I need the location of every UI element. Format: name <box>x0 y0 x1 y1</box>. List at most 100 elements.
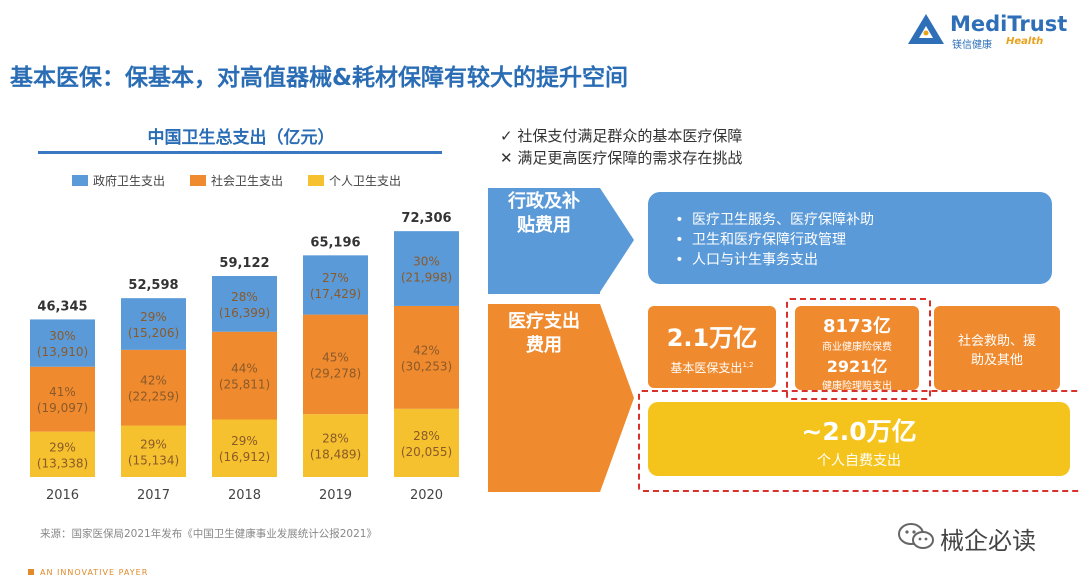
cross-line-text: 满足更高医疗保障的需求存在挑战 <box>517 149 743 167</box>
category-medical-label: 医疗支出费用 <box>508 311 580 356</box>
legend-item-government: 政府卫生支出 <box>72 172 165 189</box>
legend-label-personal: 个人卫生支出 <box>329 174 402 188</box>
pct-label: 29% <box>140 310 167 324</box>
admin-expense-list: 医疗卫生服务、医疗保障补助 卫生和医疗保障行政管理 人口与计生事务支出 <box>648 192 1052 270</box>
value-label: (17,429) <box>310 287 361 301</box>
commercial-highlight-border <box>786 298 931 400</box>
pct-label: 44% <box>231 362 258 376</box>
bar-segment <box>121 425 186 477</box>
bar-segment <box>394 408 459 477</box>
basic-insurance-label: 基本医保支出 <box>670 361 743 375</box>
value-label: (13,910) <box>37 345 88 359</box>
pct-label: 28% <box>322 432 349 446</box>
basic-insurance-label-row: 基本医保支出1,2 <box>648 359 776 376</box>
pct-label: 29% <box>231 434 258 448</box>
stacked-bar-chart: 29% (13,338) 41% (19,097) 30% (13,910) 46,345 2… <box>30 211 459 503</box>
total-label: 52,598 <box>128 278 178 293</box>
basic-insurance-value: 2.1万亿 <box>666 324 758 352</box>
value-label: (30,253) <box>401 359 452 373</box>
bar-segment <box>30 319 95 367</box>
source-note: 来源：国家医保局2021年发布《中国卫生健康事业发展统计公报2021》 <box>40 528 377 540</box>
x-tick-label: 2017 <box>137 488 170 503</box>
value-label: (25,811) <box>219 378 270 392</box>
bar-segment <box>303 314 368 415</box>
legend-label-government: 政府卫生支出 <box>93 174 166 188</box>
value-label: (15,206) <box>128 326 179 340</box>
admin-expense-box: 医疗卫生服务、医疗保障补助 卫生和医疗保障行政管理 人口与计生事务支出 <box>648 192 1052 284</box>
x-tick-label: 2016 <box>46 488 79 503</box>
check-line-text: 社保支付满足群众的基本医疗保障 <box>517 127 743 145</box>
total-label: 46,345 <box>37 299 87 314</box>
check-line: ✓ 社保支付满足群众的基本医疗保障 <box>500 125 742 146</box>
check-icon: ✓ <box>500 127 513 145</box>
bar-segment <box>212 331 277 420</box>
bar-segment <box>121 349 186 426</box>
logo-text: MediTrust <box>950 12 1068 36</box>
category-admin: 行政及补贴费用 <box>488 188 600 294</box>
value-label: (18,489) <box>310 448 361 462</box>
pct-label: 42% <box>140 374 167 388</box>
social-aid-box: 社会救助、援助及其他 <box>934 306 1060 390</box>
commercial-claims-label: 健康险理赔支出 <box>822 381 892 392</box>
pct-label: 42% <box>413 343 440 357</box>
pct-label: 45% <box>322 350 349 364</box>
personal-expense-value: ~2.0万亿 <box>801 417 917 446</box>
commercial-insurance-box: 8173亿 商业健康险保费 2921亿 健康险理赔支出 <box>795 306 919 392</box>
social-aid-label: 社会救助、援助及其他 <box>957 334 1036 368</box>
logo-health-text: Health <box>1006 36 1044 47</box>
bar-segment <box>212 419 277 477</box>
value-label: (19,097) <box>37 401 88 415</box>
value-label: (20,055) <box>401 445 452 459</box>
personal-expense-label: 个人自费支出 <box>817 453 901 469</box>
footer-marker <box>28 569 34 575</box>
logo-subtext: 镁信健康 <box>952 40 992 51</box>
personal-highlight-border <box>638 390 1080 492</box>
pct-label: 30% <box>413 255 440 269</box>
category-medical: 医疗支出费用 <box>488 304 600 492</box>
chevron-right-icon <box>600 304 634 492</box>
bar-segment <box>212 275 277 332</box>
bar-segment <box>394 305 459 409</box>
list-item: 人口与计生事务支出 <box>688 250 1052 270</box>
x-tick-label: 2019 <box>319 488 352 503</box>
total-label: 59,122 <box>219 256 269 271</box>
total-label: 72,306 <box>401 211 451 226</box>
pct-label: 29% <box>140 437 167 451</box>
value-label: (21,998) <box>401 271 452 285</box>
x-tick-label: 2020 <box>410 488 443 503</box>
list-item: 卫生和医疗保障行政管理 <box>688 230 1052 250</box>
legend-swatch-personal <box>308 175 324 186</box>
value-label: (13,338) <box>37 456 88 470</box>
value-label: (15,134) <box>128 453 179 467</box>
watermark-text: 械企必读 <box>940 527 1036 555</box>
basic-insurance-box: 2.1万亿 基本医保支出1,2 <box>648 306 776 388</box>
meditrust-logo-icon <box>908 14 944 44</box>
bar-segment <box>303 414 368 477</box>
basic-insurance-footnote: 1,2 <box>742 361 754 369</box>
page-title: 基本医保：保基本，对高值器械&耗材保障有较大的提升空间 <box>10 65 629 91</box>
pct-label: 27% <box>322 271 349 285</box>
legend-label-social: 社会卫生支出 <box>211 174 284 188</box>
category-admin-label: 行政及补贴费用 <box>508 191 580 236</box>
chart-title-underline <box>38 151 442 154</box>
chart-title: 中国卫生总支出（亿元） <box>147 128 335 148</box>
wechat-icon <box>898 523 934 549</box>
pct-label: 30% <box>49 329 76 343</box>
legend-item-social: 社会卫生支出 <box>190 172 283 189</box>
footer-text: AN INNOVATIVE PAYER <box>40 568 149 577</box>
bar-segment <box>30 366 95 432</box>
list-item: 医疗卫生服务、医疗保障补助 <box>688 210 1052 230</box>
x-tick-label: 2018 <box>228 488 261 503</box>
total-label: 65,196 <box>310 235 360 250</box>
legend-item-personal: 个人卫生支出 <box>308 172 401 189</box>
value-label: (16,399) <box>219 306 270 320</box>
pct-label: 41% <box>49 385 76 399</box>
pct-label: 28% <box>231 290 258 304</box>
commercial-claims-value: 2921亿 <box>826 357 888 376</box>
legend-swatch-government <box>72 175 88 186</box>
commercial-premium-label: 商业健康险保费 <box>822 342 892 353</box>
value-label: (29,278) <box>310 366 361 380</box>
legend-swatch-social <box>190 175 206 186</box>
value-label: (16,912) <box>219 450 270 464</box>
chevron-right-icon <box>600 188 634 292</box>
